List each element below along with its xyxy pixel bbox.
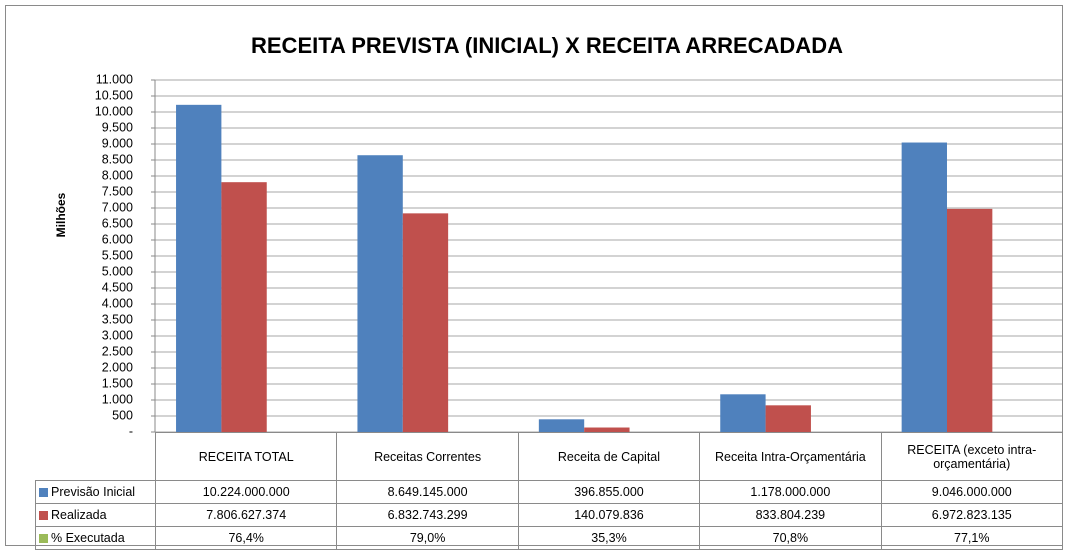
y-tick-label: 5.500: [102, 248, 133, 262]
y-tick-label: 2.500: [102, 344, 133, 358]
legend-label: Realizada: [51, 508, 107, 522]
x-tick-label: Receita de Capital: [517, 432, 701, 481]
legend-label: Previsão Inicial: [51, 485, 136, 499]
y-tick-label: 4.500: [102, 280, 133, 294]
y-tick-label: -: [129, 424, 133, 438]
bar: [357, 155, 403, 432]
bar: [946, 208, 993, 432]
y-tick-label: 10.500: [95, 88, 133, 102]
y-tick-label: 8.500: [102, 152, 133, 166]
y-tick-label: 3.000: [102, 328, 133, 342]
bar: [176, 104, 222, 432]
y-tick-label: 3.500: [102, 312, 133, 326]
y-tick-label: 11.000: [96, 72, 133, 86]
y-tick-label: 1.000: [102, 392, 133, 406]
value-cell: 70,8%: [699, 526, 882, 550]
value-cell: 79,0%: [336, 526, 519, 550]
blank-cell: [35, 432, 156, 481]
y-tick-label: 6.500: [102, 216, 133, 230]
y-tick-label: 8.000: [102, 168, 133, 182]
value-cell: 35,3%: [517, 526, 701, 550]
header-row: RECEITA TOTAL Receitas Correntes Receita d…: [35, 432, 1063, 481]
y-axis-label: Milhões: [54, 192, 68, 237]
y-tick-label: 500: [112, 408, 133, 422]
value-cell: 396.855.000: [517, 480, 701, 504]
value-cell: 9.046.000.000: [880, 480, 1063, 504]
value-cell: 6.972.823.135: [880, 503, 1063, 527]
value-cell: 6.832.743.299: [336, 503, 519, 527]
y-tick-label: 1.500: [102, 376, 133, 390]
y-tick-label: 10.000: [95, 104, 133, 118]
bar: [402, 213, 449, 432]
bar: [901, 142, 947, 432]
bar: [221, 182, 267, 432]
x-tick-label: Receita Intra-Orçamentária: [699, 432, 882, 481]
legend-swatch: [39, 488, 48, 497]
value-cell: 7.806.627.374: [154, 503, 338, 527]
y-tick-label: 6.000: [102, 232, 133, 246]
bar: [720, 394, 766, 432]
legend-label: % Executada: [51, 531, 125, 545]
x-tick-label: Receitas Correntes: [336, 432, 519, 481]
y-tick-label: 9.000: [102, 136, 133, 150]
y-tick-label: 5.000: [102, 264, 133, 278]
legend-entry: % Executada: [35, 526, 156, 550]
value-cell: 8.649.145.000: [336, 480, 519, 504]
x-tick-label: RECEITA (exceto intra-orçamentária): [880, 432, 1063, 481]
series-row: Previsão Inicial 10.224.000.000 8.649.145.…: [35, 480, 1063, 504]
y-tick-label: 2.000: [102, 360, 133, 374]
bar: [538, 419, 585, 432]
value-cell: 76,4%: [154, 526, 338, 550]
series-row: % Executada 76,4% 79,0% 35,3% 70,8% 77,1%: [35, 526, 1063, 550]
y-tick-label: 7.000: [102, 200, 133, 214]
value-cell: 833.804.239: [699, 503, 882, 527]
y-tick-label: 9.500: [102, 120, 133, 134]
legend-swatch: [39, 534, 48, 543]
bar: [584, 427, 630, 432]
x-tick-label: RECEITA TOTAL: [154, 432, 338, 481]
legend-entry: Realizada: [35, 503, 156, 527]
value-cell: 77,1%: [880, 526, 1063, 550]
data-table: RECEITA TOTAL Receitas Correntes Receita d…: [35, 432, 1063, 550]
legend-entry: Previsão Inicial: [35, 480, 156, 504]
value-cell: 10.224.000.000: [154, 480, 338, 504]
y-tick-label: 7.500: [102, 184, 133, 198]
chart-title: RECEITA PREVISTA (INICIAL) X RECEITA ARR…: [251, 33, 843, 58]
value-cell: 1.178.000.000: [699, 480, 882, 504]
series-row: Realizada 7.806.627.374 6.832.743.299 140.0…: [35, 503, 1063, 527]
bar: [765, 405, 811, 432]
y-tick-label: 4.000: [102, 296, 133, 310]
legend-swatch: [39, 511, 48, 520]
value-cell: 140.079.836: [517, 503, 701, 527]
